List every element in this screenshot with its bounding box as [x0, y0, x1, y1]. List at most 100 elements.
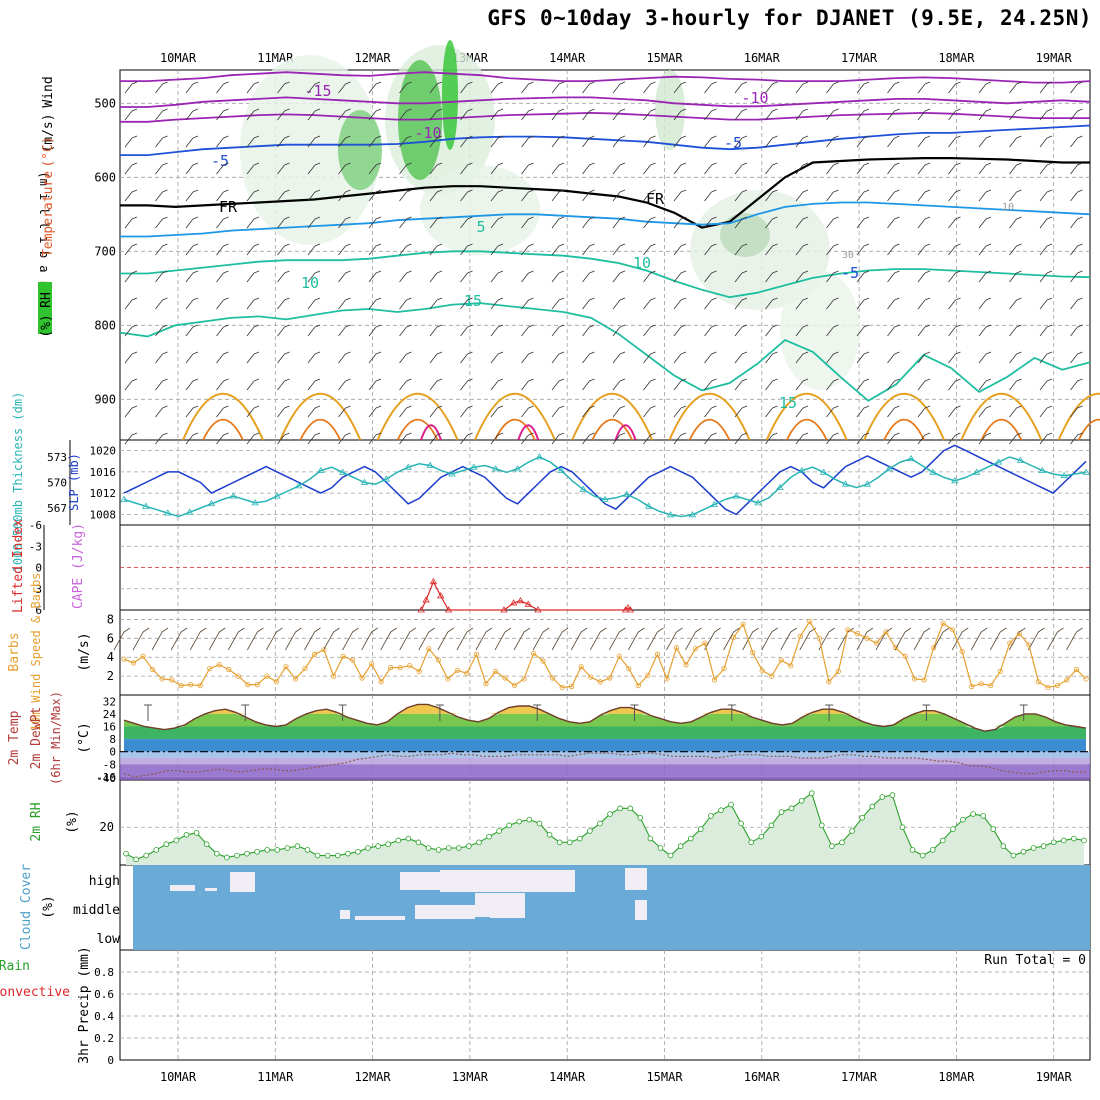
wind-barb	[948, 324, 961, 337]
rh-marker	[203, 841, 210, 848]
rh-marker	[304, 847, 311, 853]
wind-barb-10m	[742, 627, 759, 651]
minmax-bar	[1019, 704, 1028, 721]
axis-label-temp-unit: (°C)	[77, 722, 92, 753]
wind-barb	[1009, 297, 1022, 310]
temp-contour-warm	[591, 419, 634, 441]
wind-barb	[307, 297, 321, 310]
thickness-marker	[229, 492, 238, 499]
wind-barb	[704, 270, 717, 283]
wind-barb	[338, 351, 351, 364]
pressure-tick-label: 500	[94, 96, 116, 110]
rh-marker	[879, 794, 886, 800]
precip-tick-label: 0	[107, 1054, 114, 1067]
rh-marker	[345, 850, 351, 857]
wind-barb	[429, 432, 443, 445]
wind-barb	[917, 135, 931, 148]
wind-barb	[765, 135, 778, 148]
wind-barb	[826, 189, 839, 202]
temp-contour-warm	[785, 419, 828, 441]
thickness-tick-label: 570	[47, 477, 67, 490]
wind-barb	[124, 243, 138, 256]
wind-barb	[429, 270, 443, 283]
rh-marker	[496, 828, 502, 834]
axis-label-thickness: 1000-500mb Thickness (dm)	[11, 392, 25, 573]
axis-label-mb: (m i l l i b a r s)	[37, 171, 51, 308]
axis-label-temp-unit: (°C)	[41, 136, 56, 167]
wind-barb	[338, 81, 351, 94]
wind-barb-10m	[913, 627, 931, 651]
temp-contour-warm	[1057, 393, 1100, 441]
wind-barb	[521, 189, 534, 202]
wind-barb	[277, 216, 290, 229]
wind-barb	[856, 162, 870, 175]
rh-marker	[1071, 835, 1077, 842]
axis-label-temp: Temperature	[41, 171, 56, 257]
lifted-tick-label: 0	[35, 562, 42, 575]
wind-barb	[521, 135, 534, 148]
wind-barb	[521, 378, 534, 391]
wind-barb	[1039, 432, 1053, 445]
wind-barb	[551, 81, 565, 94]
wind-barb	[1070, 432, 1083, 445]
cloud-block	[230, 872, 255, 892]
wind-barb	[1039, 135, 1053, 148]
wind-barb	[612, 270, 626, 283]
wind-barb	[643, 432, 656, 445]
wind-barb	[338, 135, 351, 148]
wind-barb	[429, 216, 443, 229]
wind-barb	[338, 189, 351, 202]
wind-barb	[734, 216, 748, 229]
rh-marker	[708, 813, 714, 819]
wind-barb	[277, 432, 290, 445]
wind-barb	[612, 378, 626, 391]
wind-barb	[795, 243, 809, 256]
rh-marker	[193, 830, 200, 836]
wind-barb	[978, 405, 992, 418]
date-label-bottom: 11MAR	[257, 1070, 294, 1084]
temp-tick-label: 8	[109, 733, 116, 746]
wind-barb	[643, 405, 656, 418]
wind-barb	[643, 216, 656, 229]
wind-barb	[551, 351, 565, 364]
wind-barb	[856, 108, 870, 121]
rh-marker	[728, 801, 734, 808]
wind-barb	[124, 162, 138, 175]
wind-barb	[185, 135, 199, 148]
wind-barb	[673, 351, 687, 364]
wind-barb	[795, 81, 809, 94]
rh-marker	[859, 814, 865, 821]
wind-barb	[490, 216, 504, 229]
wind-barb-10m	[170, 627, 188, 651]
wind-tick-label: 6	[107, 631, 114, 645]
wind-barb	[124, 297, 138, 310]
wind-barb-10m	[589, 627, 607, 651]
wind-barb	[521, 351, 534, 364]
rh-marker	[536, 820, 543, 827]
wind-barb	[826, 216, 839, 229]
wind-barb	[673, 270, 687, 283]
wind-barb	[826, 135, 839, 148]
minmax-bar	[338, 704, 347, 721]
wind-barb	[978, 270, 992, 283]
wind-barb	[887, 216, 900, 229]
wind-barb	[490, 270, 504, 283]
wind-barb	[734, 81, 748, 94]
axis-label-temp2m: 2m Temp	[7, 710, 22, 765]
wind-barb	[1070, 189, 1083, 202]
temp-contour-warm	[396, 419, 439, 441]
run-total-label: Run Total = 0	[984, 953, 1086, 968]
rh-marker	[274, 847, 281, 853]
contour-label: -5	[724, 134, 742, 152]
wind-tick-label: 2	[107, 669, 114, 683]
cloud-background	[133, 865, 1090, 950]
thickness-marker	[907, 454, 915, 462]
wind-barb	[826, 378, 839, 391]
wind-barb-10m	[627, 627, 645, 651]
wind-barb	[307, 189, 321, 202]
wind-barb	[887, 297, 900, 310]
rh-marker	[526, 816, 533, 823]
rh-marker	[667, 852, 674, 859]
wind-barb	[673, 243, 687, 256]
wind-barb	[948, 189, 961, 202]
